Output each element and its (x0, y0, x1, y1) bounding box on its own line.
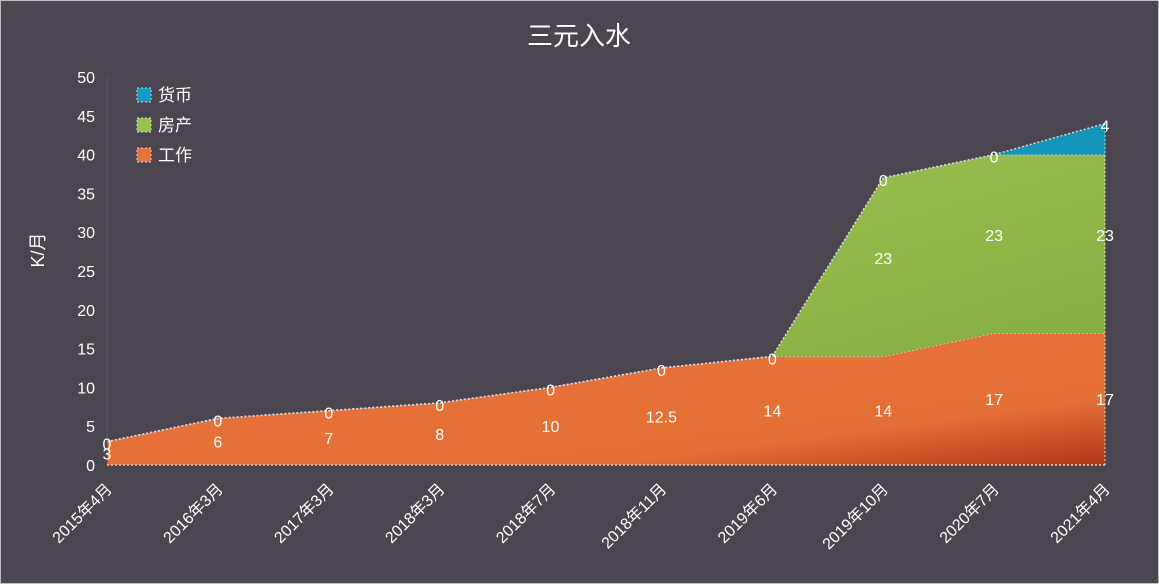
data-label-货币: 0 (435, 398, 444, 415)
y-axis-label: K/月 (28, 232, 48, 267)
series-line-货币 (106, 122, 1106, 443)
data-label-工作: 8 (435, 427, 444, 444)
x-tick-label: 2018年11月 (598, 480, 670, 552)
legend-swatch-货币 (136, 87, 152, 103)
area-房产 (107, 154, 1105, 442)
data-label-货币: 0 (324, 406, 333, 423)
data-label-工作: 10 (542, 419, 560, 436)
legend-entry-工作[interactable]: 工作 (158, 146, 192, 165)
legend-swatch-房产 (136, 117, 152, 133)
data-label-工作: 3 (103, 446, 112, 463)
y-tick-label: 20 (77, 303, 95, 320)
data-label-货币: 0 (768, 351, 777, 368)
x-tick-label: 2019年6月 (714, 480, 781, 547)
data-label-工作: 6 (213, 435, 222, 452)
y-tick-label: 45 (77, 109, 95, 126)
data-label-房产: 23 (1096, 228, 1114, 245)
y-tick-label: 5 (86, 419, 95, 436)
y-tick-label: 40 (77, 148, 95, 165)
data-label-工作: 14 (763, 404, 781, 421)
data-label-工作: 17 (1096, 392, 1114, 409)
data-label-货币: 0 (546, 382, 555, 399)
x-tick-label: 2020年7月 (936, 480, 1003, 547)
x-tick-label: 2017年3月 (271, 480, 338, 547)
data-label-货币: 0 (213, 413, 222, 430)
y-tick-label: 30 (77, 225, 95, 242)
data-label-工作: 17 (985, 392, 1003, 409)
data-label-货币: 0 (657, 363, 666, 380)
data-label-货币: 0 (103, 437, 112, 454)
data-label-工作: 7 (324, 431, 333, 448)
x-tick-label: 2015年4月 (49, 480, 116, 547)
legend-entry-房产[interactable]: 房产 (158, 116, 192, 135)
x-tick-label: 2018年3月 (382, 480, 449, 547)
y-tick-label: 0 (86, 458, 95, 475)
data-label-房产: 23 (985, 228, 1003, 245)
data-label-房产: 23 (874, 251, 892, 268)
data-label-货币: 4 (1101, 119, 1110, 136)
y-tick-label: 25 (77, 264, 95, 281)
data-label-货币: 0 (879, 173, 888, 190)
data-label-货币: 0 (990, 150, 999, 167)
chart-title: 三元入水 (527, 21, 631, 51)
data-label-工作: 12.5 (646, 410, 677, 427)
y-tick-label: 35 (77, 186, 95, 203)
x-tick-label: 2019年10月 (819, 480, 892, 553)
x-tick-label: 2016年3月 (160, 480, 227, 547)
area-工作 (107, 333, 1105, 465)
y-tick-label: 10 (77, 380, 95, 397)
legend-entry-货币[interactable]: 货币 (158, 86, 192, 105)
x-tick-label: 2018年7月 (493, 480, 560, 547)
y-tick-label: 50 (77, 70, 95, 87)
x-tick-label: 2021年4月 (1047, 480, 1114, 547)
data-label-工作: 14 (874, 404, 892, 421)
y-tick-label: 15 (77, 342, 95, 359)
legend-swatch-工作 (136, 147, 152, 163)
